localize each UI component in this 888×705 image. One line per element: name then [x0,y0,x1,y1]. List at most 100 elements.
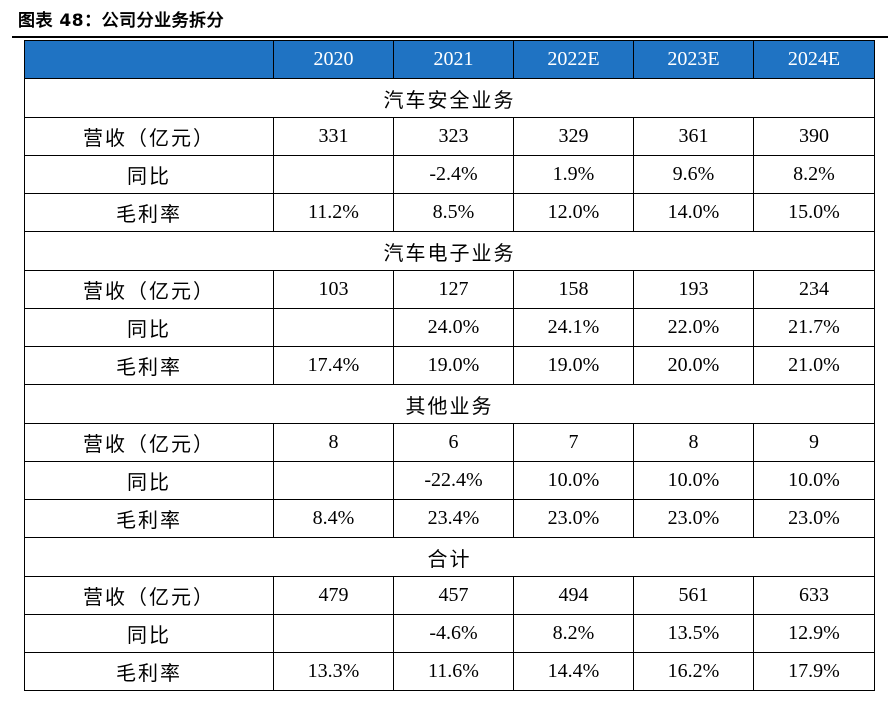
value-cell: 479 [273,576,394,615]
table-row: 同比 -22.4% 10.0% 10.0% 10.0% [24,461,875,500]
value-cell: 12.9% [753,614,875,653]
value-cell: 9.6% [633,155,754,194]
row-label: 同比 [24,155,274,194]
table-row: 同比 24.0% 24.1% 22.0% 21.7% [24,308,875,347]
value-cell: 14.0% [633,193,754,232]
table-row: 营收（亿元） 103 127 158 193 234 [24,270,875,309]
row-label: 营收（亿元） [24,270,274,309]
value-cell: 633 [753,576,875,615]
value-cell: 23.0% [513,499,634,538]
section-title: 合计 [24,537,875,577]
table-row: 毛利率 11.2% 8.5% 12.0% 14.0% 15.0% [24,193,875,232]
header-year: 2022E [513,40,634,79]
business-breakdown-table: 2020 2021 2022E 2023E 2024E 汽车安全业务 营收（亿元）… [24,40,875,691]
value-cell: 23.0% [753,499,875,538]
table-row: 同比 -2.4% 1.9% 9.6% 8.2% [24,155,875,194]
value-cell: 361 [633,117,754,156]
header-year: 2024E [753,40,875,79]
value-cell: 11.2% [273,193,394,232]
row-label: 同比 [24,461,274,500]
figure-caption: 图表 48：公司分业务拆分 [18,11,225,31]
header-year: 2023E [633,40,754,79]
value-cell: -2.4% [393,155,514,194]
table-row: 毛利率 8.4% 23.4% 23.0% 23.0% 23.0% [24,499,875,538]
value-cell: 22.0% [633,308,754,347]
header-year: 2020 [273,40,394,79]
value-cell: 8.2% [513,614,634,653]
value-cell: 390 [753,117,875,156]
value-cell: 323 [393,117,514,156]
row-label: 毛利率 [24,652,274,691]
value-cell [273,461,394,500]
table-row: 营收（亿元） 8 6 7 8 9 [24,423,875,462]
value-cell: 13.3% [273,652,394,691]
value-cell: 23.4% [393,499,514,538]
value-cell: -22.4% [393,461,514,500]
value-cell: 457 [393,576,514,615]
value-cell: 9 [753,423,875,462]
value-cell: 11.6% [393,652,514,691]
value-cell: 20.0% [633,346,754,385]
section-title: 汽车安全业务 [24,78,875,118]
value-cell: 14.4% [513,652,634,691]
section-row: 汽车电子业务 [24,231,875,271]
value-cell: 1.9% [513,155,634,194]
header-blank-cell [24,40,274,79]
row-label: 营收（亿元） [24,423,274,462]
table-row: 同比 -4.6% 8.2% 13.5% 12.9% [24,614,875,653]
value-cell: 24.0% [393,308,514,347]
header-year: 2021 [393,40,514,79]
row-label: 毛利率 [24,499,274,538]
value-cell [273,614,394,653]
value-cell: 21.0% [753,346,875,385]
value-cell: -4.6% [393,614,514,653]
section-title: 汽车电子业务 [24,231,875,271]
value-cell: 329 [513,117,634,156]
value-cell: 16.2% [633,652,754,691]
value-cell: 103 [273,270,394,309]
value-cell: 13.5% [633,614,754,653]
header-row: 2020 2021 2022E 2023E 2024E [24,40,875,79]
value-cell: 17.9% [753,652,875,691]
table-row: 营收（亿元） 331 323 329 361 390 [24,117,875,156]
value-cell: 23.0% [633,499,754,538]
section-title: 其他业务 [24,384,875,424]
value-cell: 8.2% [753,155,875,194]
value-cell: 12.0% [513,193,634,232]
value-cell: 15.0% [753,193,875,232]
value-cell: 10.0% [633,461,754,500]
section-row: 汽车安全业务 [24,78,875,118]
value-cell: 494 [513,576,634,615]
row-label: 营收（亿元） [24,576,274,615]
value-cell: 10.0% [513,461,634,500]
value-cell: 10.0% [753,461,875,500]
value-cell: 561 [633,576,754,615]
value-cell: 24.1% [513,308,634,347]
value-cell: 234 [753,270,875,309]
value-cell: 17.4% [273,346,394,385]
row-label: 毛利率 [24,346,274,385]
value-cell: 6 [393,423,514,462]
row-label: 营收（亿元） [24,117,274,156]
value-cell: 19.0% [393,346,514,385]
value-cell: 193 [633,270,754,309]
table-row: 毛利率 17.4% 19.0% 19.0% 20.0% 21.0% [24,346,875,385]
caption-divider [12,36,888,38]
value-cell: 8.5% [393,193,514,232]
section-row: 其他业务 [24,384,875,424]
value-cell: 331 [273,117,394,156]
value-cell: 19.0% [513,346,634,385]
value-cell: 158 [513,270,634,309]
value-cell: 21.7% [753,308,875,347]
value-cell: 7 [513,423,634,462]
value-cell [273,155,394,194]
value-cell: 8.4% [273,499,394,538]
value-cell: 8 [633,423,754,462]
value-cell [273,308,394,347]
table-row: 营收（亿元） 479 457 494 561 633 [24,576,875,615]
row-label: 毛利率 [24,193,274,232]
row-label: 同比 [24,308,274,347]
section-row: 合计 [24,537,875,577]
value-cell: 8 [273,423,394,462]
value-cell: 127 [393,270,514,309]
